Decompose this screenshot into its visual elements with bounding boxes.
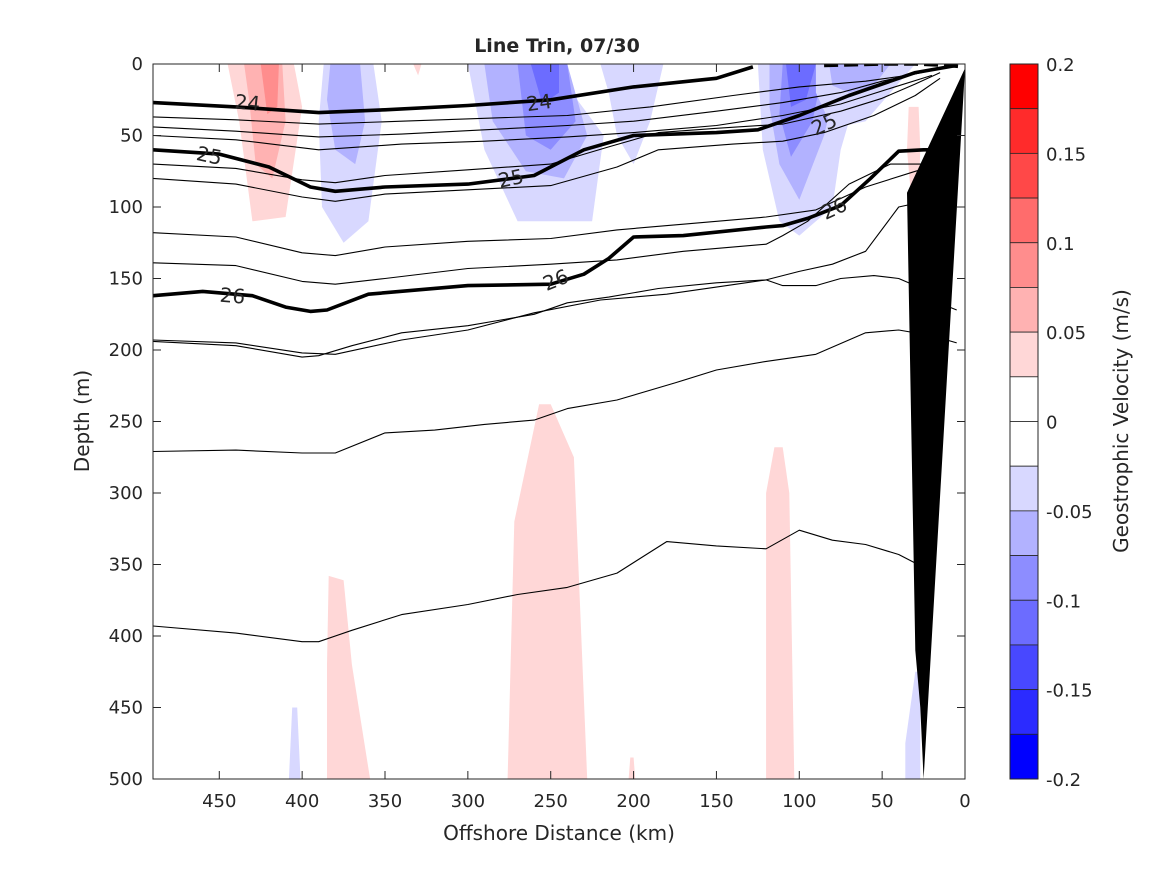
bathymetry-layer (907, 68, 965, 779)
colorbar-tick-label: 0.15 (1046, 144, 1086, 165)
velocity-region (507, 404, 588, 779)
y-tick-label: 500 (109, 769, 143, 790)
velocity-fill-layer (227, 64, 921, 779)
contour-label-text: 25 (194, 141, 224, 170)
velocity-region (786, 64, 816, 107)
x-tick-label: 50 (871, 791, 894, 812)
velocity-region (327, 575, 371, 779)
contour-line (153, 74, 933, 151)
bathymetry-shape (907, 68, 965, 779)
x-axis-label: Offshore Distance (km) (443, 821, 675, 845)
colorbar-frame (1009, 63, 1039, 780)
colorbar-segment (1009, 510, 1039, 556)
x-tick-label: 200 (616, 791, 650, 812)
colorbar-segment (1009, 465, 1039, 512)
colorbar-tick-label: -0.2 (1046, 770, 1081, 791)
x-axis: 450 400 350 300 250 200 150 100 50 0 (202, 64, 971, 812)
colorbar-segment (1009, 331, 1039, 378)
colorbar-axis: 0.2 0.15 0.1 0.05 0 -0.05 -0.1 -0.15 -0.2 (1046, 55, 1093, 791)
contour-label-text: 24 (234, 89, 262, 116)
colorbar-segment (1009, 108, 1039, 154)
colorbar-tick-label: 0.05 (1046, 323, 1086, 344)
velocity-region (288, 707, 301, 779)
contour-line (153, 66, 949, 125)
colorbar (1009, 63, 1039, 780)
y-tick-label: 100 (109, 197, 143, 218)
colorbar-segment (1009, 242, 1039, 288)
contour-line (153, 329, 957, 454)
velocity-region (905, 671, 921, 779)
y-tick-label: 250 (109, 412, 143, 433)
colorbar-tick-label: -0.05 (1046, 502, 1093, 523)
colorbar-tick-label: 0.2 (1046, 55, 1075, 76)
contour-line (153, 163, 941, 257)
contour-label: 26 (219, 283, 246, 309)
velocity-region (413, 64, 422, 76)
colorbar-tick-label: 0 (1046, 413, 1057, 434)
y-axis: 0 50 100 150 200 250 300 350 400 450 500 (109, 54, 965, 790)
contour-line (153, 77, 941, 202)
y-axis-label: Depth (m) (70, 370, 94, 472)
y-tick-label: 400 (109, 626, 143, 647)
colorbar-segment (1009, 197, 1039, 244)
x-tick-label: 400 (285, 791, 319, 812)
colorbar-segment (1009, 733, 1039, 780)
colorbar-segment (1009, 63, 1039, 110)
velocity-region (517, 64, 576, 150)
contour-label: 25 (496, 164, 526, 193)
velocity-region (530, 64, 559, 104)
contour-line (153, 72, 941, 184)
colorbar-tick-label: -0.1 (1046, 591, 1081, 612)
colorbar-tick-label: 0.1 (1046, 234, 1075, 255)
contour-line-bold (153, 148, 957, 314)
colorbar-segment (1009, 421, 1039, 467)
x-tick-label: 0 (959, 791, 970, 812)
velocity-region (766, 447, 795, 779)
colorbar-segment (1009, 555, 1039, 601)
x-tick-label: 450 (202, 791, 236, 812)
colorbar-segment (1009, 689, 1039, 735)
chart-title: Line Trin, 07/30 (474, 35, 640, 57)
contour-line-bold (153, 64, 958, 194)
contour-line (153, 67, 941, 138)
x-tick-label: 250 (534, 791, 568, 812)
velocity-region (829, 64, 891, 93)
contour-line (153, 529, 924, 643)
contour-label-text: 24 (525, 89, 554, 116)
contour-line (153, 275, 957, 358)
contour-line (153, 163, 957, 285)
y-tick-label: 0 (132, 54, 143, 75)
colorbar-segment (1009, 152, 1039, 199)
y-tick-label: 150 (109, 269, 143, 290)
colorbar-segment (1009, 644, 1039, 691)
velocity-region (260, 64, 279, 115)
contour-label: 25 (194, 141, 224, 170)
contour-label-text: 25 (496, 164, 526, 193)
x-tick-label: 100 (782, 791, 816, 812)
y-tick-label: 200 (109, 340, 143, 361)
colorbar-segment (1009, 599, 1039, 646)
velocity-region (327, 64, 366, 165)
contour-label: 24 (525, 89, 554, 116)
y-tick-label: 50 (120, 126, 143, 147)
colorbar-segment (1009, 287, 1039, 333)
y-tick-label: 350 (109, 555, 143, 576)
x-tick-label: 350 (368, 791, 402, 812)
colorbar-segment (1009, 376, 1039, 422)
contour-label: 24 (234, 89, 262, 116)
contour-label-text: 26 (219, 283, 246, 309)
colorbar-tick-label: -0.15 (1046, 681, 1093, 702)
density-contour-layer (153, 64, 964, 643)
x-tick-label: 150 (699, 791, 733, 812)
colorbar-label: Geostrophic Velocity (m/s) (1109, 289, 1133, 553)
y-tick-label: 300 (109, 483, 143, 504)
contour-line-bold (153, 65, 754, 115)
x-tick-label: 300 (451, 791, 485, 812)
y-tick-label: 450 (109, 698, 143, 719)
